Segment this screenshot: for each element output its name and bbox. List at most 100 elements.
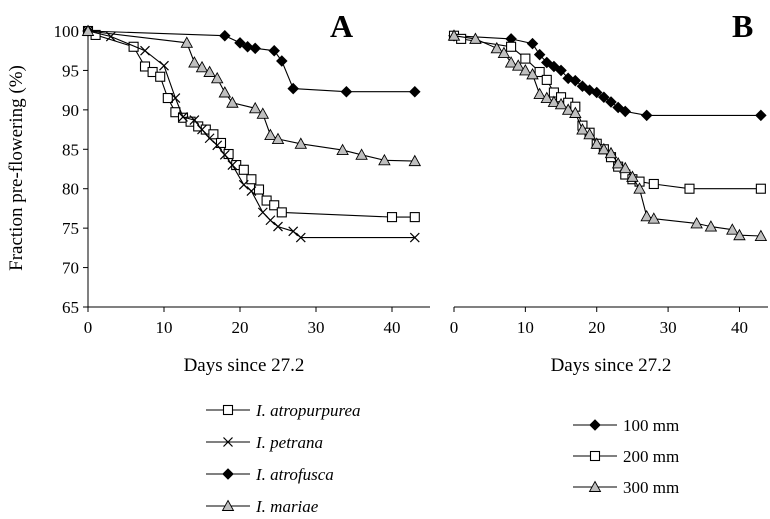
- legend-label: I. petrana: [255, 433, 323, 452]
- y-tick-label: 70: [62, 259, 79, 278]
- series-i-atropurpurea: [82, 25, 420, 223]
- data-point-i-petrana: [246, 186, 257, 197]
- data-point-i-petrana: [288, 226, 299, 237]
- data-point-i-atropurpurea: [409, 212, 420, 223]
- data-point-i-mariae: [180, 36, 194, 48]
- data-point-i-mariae: [210, 71, 224, 84]
- panel-b-letter: B: [732, 8, 753, 44]
- data-point-i-petrana: [409, 232, 420, 243]
- data-point-100-mm: [619, 105, 632, 118]
- panel-a-x-tick-label: 40: [384, 318, 401, 337]
- series-line-i-petrana: [87, 30, 415, 239]
- legend-entry-300-mm: 300 mm: [573, 478, 679, 497]
- legend-marker: [223, 437, 233, 447]
- data-point-i-atrofusca: [340, 85, 353, 98]
- y-axis-label: Fraction pre-flowering (%): [6, 65, 27, 271]
- panel-a-x-tick-label: 0: [84, 318, 93, 337]
- data-point-i-atropurpurea: [269, 200, 280, 211]
- series-line-i-atrofusca: [87, 30, 415, 93]
- data-point-i-petrana: [295, 232, 306, 243]
- data-point-100-mm: [605, 96, 617, 108]
- legend-label: I. atrofusca: [255, 465, 334, 484]
- data-point-300-mm: [640, 209, 653, 222]
- data-point-100-mm: [555, 64, 567, 77]
- y-tick-label: 95: [62, 61, 79, 80]
- data-point-i-mariae: [188, 56, 201, 68]
- series-line-300-mm: [453, 35, 761, 237]
- data-point-i-atropurpurea: [215, 137, 227, 149]
- data-point-i-mariae: [378, 153, 391, 166]
- series-i-petrana: [83, 26, 420, 243]
- legend-entry-200-mm: 200 mm: [573, 447, 679, 466]
- legend-marker: [589, 450, 601, 462]
- data-point-300-mm: [583, 127, 596, 140]
- panel-b-x-tick-label: 0: [450, 318, 459, 337]
- data-point-200-mm: [541, 74, 552, 85]
- data-point-300-mm: [561, 103, 575, 115]
- data-point-100-mm: [533, 48, 546, 61]
- legend-marker: [589, 419, 601, 431]
- data-point-200-mm: [506, 41, 517, 52]
- data-point-300-mm: [569, 106, 582, 118]
- data-point-i-mariae: [81, 24, 95, 36]
- legend-entry-100-mm: 100 mm: [573, 416, 679, 435]
- series-line-200-mm: [453, 35, 761, 190]
- data-point-200-mm: [755, 183, 766, 194]
- data-point-300-mm: [533, 87, 546, 100]
- data-point-i-mariae: [336, 143, 349, 156]
- y-tick-label: 80: [62, 180, 79, 199]
- panel-a-x-tick-label: 20: [232, 318, 249, 337]
- panel-a: A 65 70 75 80 85 90 95 100 0 10 20 30 40 Days since …: [6, 8, 430, 376]
- data-point-i-petrana: [140, 45, 150, 56]
- legend-entry-i-atropurpurea: I. atropurpurea: [206, 401, 361, 420]
- legend-label: I. atropurpurea: [255, 401, 361, 420]
- data-point-i-petrana: [257, 207, 268, 218]
- data-point-i-mariae: [408, 154, 422, 167]
- data-point-100-mm: [576, 80, 589, 92]
- data-point-i-atrofusca: [287, 82, 299, 95]
- data-point-i-atropurpurea: [155, 71, 166, 82]
- data-point-300-mm: [733, 228, 746, 241]
- data-point-i-petrana: [238, 179, 249, 190]
- legend-entry-i-petrana: I. petrana: [206, 433, 323, 452]
- data-point-i-mariae: [203, 65, 216, 77]
- data-point-300-mm: [526, 67, 539, 80]
- legend-marker: [222, 404, 234, 416]
- data-point-300-mm: [633, 182, 646, 194]
- data-point-300-mm: [576, 123, 589, 135]
- data-point-300-mm: [497, 46, 511, 59]
- data-point-i-atropurpurea: [128, 41, 139, 52]
- panel-b-x-tick-label: 40: [731, 318, 748, 337]
- data-point-100-mm: [755, 109, 767, 122]
- data-point-300-mm: [647, 212, 661, 224]
- data-point-300-mm: [690, 216, 703, 229]
- data-point-i-atropurpurea: [276, 207, 287, 218]
- data-point-i-atropurpurea: [246, 174, 257, 185]
- y-tick-label: 65: [62, 298, 79, 317]
- legend-label: 200 mm: [623, 447, 679, 466]
- legend-label: 300 mm: [623, 478, 679, 497]
- species-legend: I. atropurpurea I. petrana I. atrofusca I. …: [206, 401, 361, 516]
- data-point-100-mm: [598, 91, 610, 104]
- data-point-i-mariae: [218, 86, 232, 98]
- series-line-i-atropurpurea: [87, 30, 415, 218]
- data-point-300-mm: [604, 146, 618, 159]
- depth-legend: 100 mm 200 mm 300 mm: [573, 416, 679, 497]
- data-point-200-mm: [648, 178, 659, 190]
- data-point-i-atrofusca: [219, 29, 231, 42]
- series-300-mm: [447, 29, 768, 241]
- data-point-i-atrofusca: [409, 85, 421, 98]
- data-point-i-atrofusca: [276, 55, 288, 67]
- legend-label: I. mariae: [255, 497, 319, 516]
- data-point-300-mm: [626, 170, 639, 182]
- legend-label: 100 mm: [623, 416, 679, 435]
- data-point-300-mm: [554, 97, 568, 110]
- data-point-i-atropurpurea: [253, 184, 265, 195]
- panel-a-x-axis-label: Days since 27.2: [184, 355, 305, 376]
- data-point-i-atropurpurea: [238, 164, 249, 175]
- panel-a-x-tick-label: 10: [156, 318, 173, 337]
- data-point-300-mm: [469, 32, 482, 44]
- data-point-i-petrana: [227, 160, 238, 170]
- data-point-100-mm: [569, 74, 582, 87]
